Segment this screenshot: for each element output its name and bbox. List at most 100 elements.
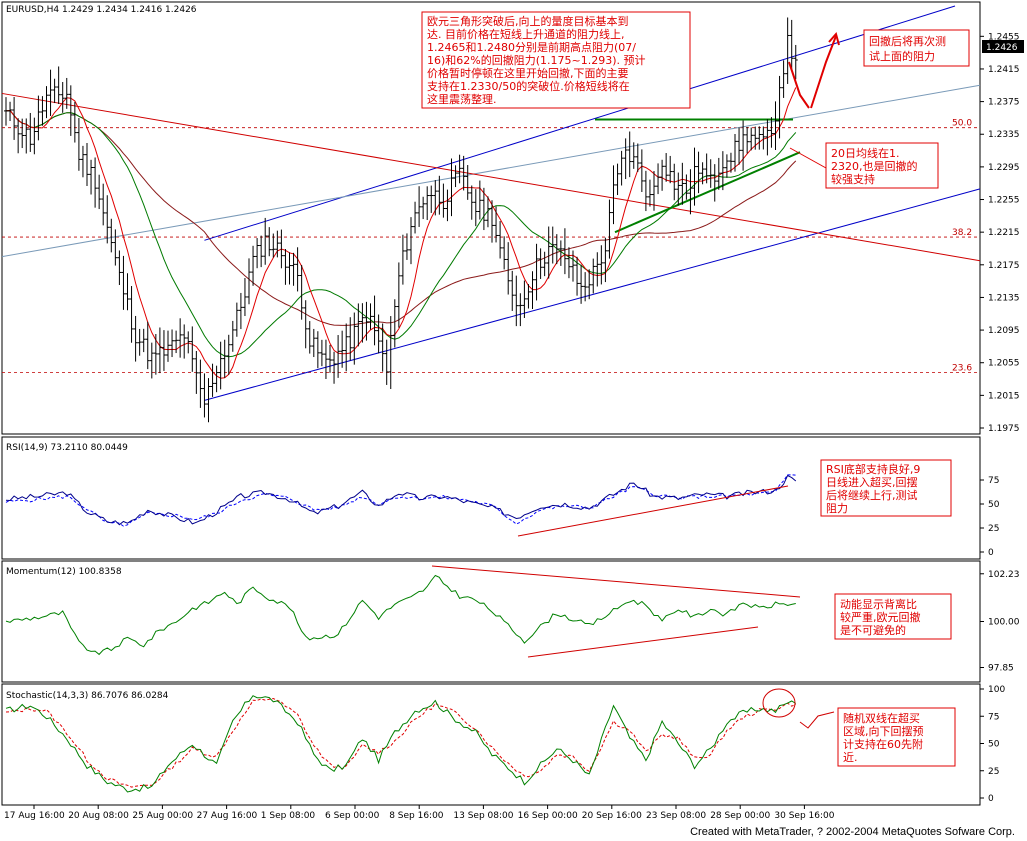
current-price-label: 1.2426 (986, 43, 1018, 53)
rsi-note-line-3: 后将继续上行,测试 (826, 488, 918, 502)
ma-mid-line (5, 109, 797, 358)
momentum-layer (5, 565, 801, 658)
stochastic-note-line-4: 近. (843, 751, 858, 764)
price-y-tick-label: 1.2255 (988, 196, 1020, 206)
resist-note-box (863, 29, 970, 67)
x-tick-label: 6 Sep 00:00 (325, 811, 380, 821)
pullback-arrow (788, 61, 810, 109)
main-note-line-7: 这里震荡整理. (427, 92, 497, 106)
rsi-y-tick-label: 75 (988, 476, 999, 486)
main-note-line-3: 1.2465和1.2480分别是前期高点阻力(07/ (427, 40, 636, 54)
price-y-tick-label: 1.2335 (988, 130, 1020, 140)
price-y-tick-label: 1.2135 (988, 293, 1020, 303)
stochastic-y-tick-label: 50 (988, 740, 1000, 750)
overbought-circle (762, 688, 796, 718)
axis-layer: 1.2455 1.2415 1.2375 1.2335 1.2295 1.2255 1.22… (4, 32, 1020, 821)
rsi-y-tick-label: 0 (988, 548, 994, 558)
rsi-layer (5, 474, 797, 537)
main-note-line-1: 欧元三角形突破后,向上的量度目标基本到 (427, 14, 629, 28)
channel-midline (1, 84, 981, 258)
rsi-panel-title: RSI(14,9) 73.2110 80.0449 (6, 443, 128, 453)
main-note-line-5: 价格暂时停顿在这里开始回撤,下面的主要 (427, 66, 629, 80)
fib-level-label: 50.0 (952, 119, 972, 129)
x-tick-label: 23 Sep 08:00 (646, 811, 706, 821)
price-panel-title: EURUSD,H4 1.2429 1.2434 1.2416 1.2426 (6, 5, 197, 15)
x-tick-label: 1 Sep 08:00 (261, 811, 316, 821)
stochastic-y-tick-label: 100 (988, 685, 1005, 695)
ma20-note-line-1: 20日均线在1. (831, 146, 900, 160)
price-y-tick-label: 1.2455 (988, 32, 1020, 42)
fib-level-label: 23.6 (952, 364, 972, 374)
rsi-y-tick-label: 50 (988, 500, 1000, 510)
momentum-note-line-1: 动能显示背离比 (840, 597, 917, 611)
price-y-tick-label: 1.2055 (988, 359, 1020, 369)
resist-note-line-2: 试上面的阻力 (869, 49, 935, 63)
momentum-line (5, 574, 796, 656)
price-y-tick-label: 1.2015 (988, 391, 1020, 401)
momentum-note-line-2: 较严重,欧元回撤 (840, 610, 921, 624)
stochastic-pointer-arrow (799, 711, 835, 729)
stochastic-note-line-3: 计支持在60先附 (843, 737, 923, 751)
support-trendline (614, 151, 801, 234)
rsi-panel-frame (1, 436, 981, 560)
ma-slow-line (5, 109, 797, 326)
ma20-note-line-2: 2320,也是回撤的 (831, 159, 918, 173)
momentum-panel-title: Momentum(12) 100.8358 (6, 567, 122, 577)
x-tick-label: 25 Aug 00:00 (132, 811, 193, 821)
stochastic-note-line-2: 区域,向下回摆预 (843, 724, 924, 738)
price-y-tick-label: 1.2415 (988, 65, 1020, 75)
price-y-tick-label: 1.1975 (988, 424, 1020, 434)
ma20-pointer-line (789, 147, 827, 169)
main-note-line-6: 支持在1.2330/50的突破位.价格短线将在 (427, 79, 630, 93)
momentum-support-line (527, 626, 759, 658)
rsi-note-line-2: 日线进入超买,回摆 (826, 475, 918, 489)
retest-arrow (810, 35, 837, 109)
main-note-line-2: 达. 目前价格在短线上升通道的阻力线上, (427, 27, 625, 41)
x-tick-label: 20 Aug 08:00 (68, 811, 129, 821)
rsi-note-line-4: 阻力 (826, 502, 848, 515)
momentum-panel-frame (1, 560, 981, 683)
stochastic-note-box (837, 707, 956, 767)
rsi-note-line-1: RSI底部支持良好,9 (826, 462, 920, 476)
main-note-box (421, 11, 691, 109)
resist-note-line-1: 回撤后将再次测 (869, 34, 946, 48)
stochastic-main-line (5, 695, 797, 793)
rsi-y-tick-label: 25 (988, 524, 999, 534)
momentum-y-tick-label: 100.00 (988, 618, 1020, 628)
ma20-note-box (825, 142, 939, 189)
fib-level-label: 38.2 (952, 228, 972, 238)
rsi-note-box (820, 459, 952, 517)
momentum-y-tick-label: 102.23 (988, 570, 1020, 580)
channel-upper-line (204, 5, 956, 241)
x-tick-label: 20 Sep 16:00 (582, 811, 642, 821)
retest-arrow-head (828, 31, 840, 46)
downtrend-line (1, 92, 981, 262)
stochastic-layer (5, 688, 835, 793)
current-price-box (982, 40, 1024, 53)
stochastic-signal-line (5, 697, 797, 788)
stochastic-y-tick-label: 75 (988, 712, 999, 722)
rsi-signal-line (5, 474, 796, 527)
price-y-tick-label: 1.2375 (988, 98, 1020, 108)
momentum-resistance-line (431, 565, 801, 598)
price-layer: 50.0 38.2 23.6 (1, 5, 981, 423)
stochastic-y-tick-label: 0 (988, 794, 994, 804)
price-y-tick-label: 1.2175 (988, 261, 1020, 271)
price-y-tick-label: 1.2095 (988, 326, 1020, 336)
x-tick-label: 16 Sep 00:00 (518, 811, 578, 821)
momentum-y-tick-label: 97.85 (988, 664, 1014, 674)
price-y-tick-label: 1.2295 (988, 163, 1020, 173)
momentum-note-line-3: 是不可避免的 (840, 623, 906, 637)
stochastic-panel-title: Stochastic(14,3,3) 86.7076 86.0284 (6, 691, 169, 701)
stochastic-panel-frame (1, 683, 981, 806)
ma-fast-line (5, 87, 797, 379)
x-tick-label: 28 Sep 00:00 (710, 811, 770, 821)
rsi-main-line (5, 474, 797, 526)
stochastic-y-tick-label: 25 (988, 767, 999, 777)
x-tick-label: 17 Aug 16:00 (4, 811, 65, 821)
price-y-tick-label: 1.2215 (988, 228, 1020, 238)
x-tick-label: 13 Sep 08:00 (453, 811, 513, 821)
ma20-note-line-3: 较强支持 (831, 172, 875, 186)
x-tick-label: 27 Aug 16:00 (197, 811, 258, 821)
